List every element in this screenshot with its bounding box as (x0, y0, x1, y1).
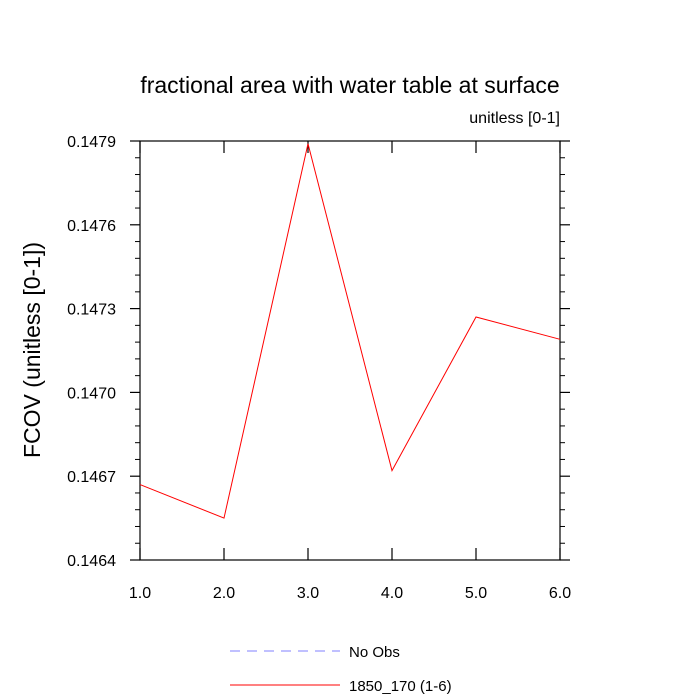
legend-label: 1850_170 (1-6) (349, 678, 452, 695)
series-lines (139, 143, 561, 519)
x-tick-label: 4.0 (381, 585, 403, 602)
axis-ticks (130, 140, 570, 561)
y-tick-label: 0.1464 (67, 553, 116, 570)
plot-frame (139, 140, 561, 561)
x-tick-label: 3.0 (297, 585, 319, 602)
x-tick-label: 5.0 (465, 585, 487, 602)
legend: No Obs 1850_170 (1-6) (230, 644, 452, 695)
y-axis-label: FCOV (unitless [0-1]) (19, 242, 45, 458)
legend-label: No Obs (349, 644, 400, 661)
y-tick-label: 0.1467 (67, 469, 116, 486)
chart-title: fractional area with water table at surf… (140, 72, 559, 98)
series-line-1 (139, 143, 561, 519)
y-tick-label: 0.1476 (67, 218, 116, 235)
x-tick-label: 6.0 (549, 585, 571, 602)
x-tick-label: 2.0 (213, 585, 235, 602)
y-tick-label: 0.1479 (67, 134, 116, 151)
x-tick-label: 1.0 (129, 585, 151, 602)
y-tick-label: 0.1470 (67, 385, 116, 402)
tick-labels: 1.0 2.0 3.0 4.0 5.0 6.0 0.1464 0.1467 0.1470 0.14… (67, 134, 571, 602)
units-label: unitless [0-1] (469, 110, 560, 127)
y-tick-label: 0.1473 (67, 302, 116, 319)
